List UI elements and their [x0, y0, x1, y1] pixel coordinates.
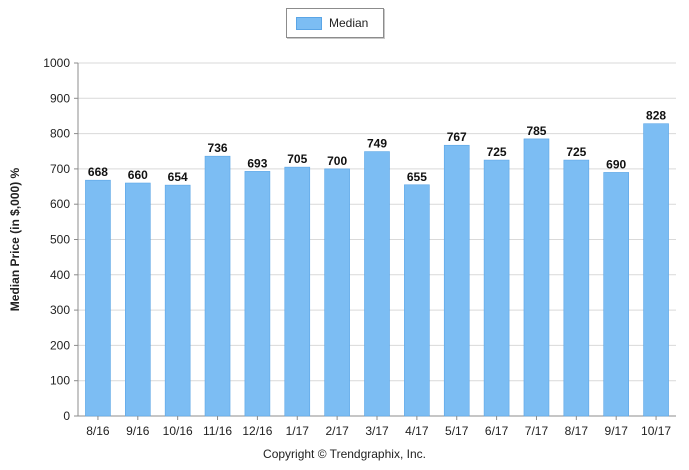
y-tick-label: 900	[50, 91, 70, 105]
bar	[483, 159, 510, 417]
y-tick-label: 400	[50, 268, 70, 282]
x-tick-label: 10/16	[163, 424, 193, 438]
y-tick-label: 500	[50, 233, 70, 247]
data-label: 736	[208, 141, 228, 155]
y-tick-label: 700	[50, 162, 70, 176]
copyright: Copyright © Trendgraphix, Inc.	[263, 447, 426, 461]
bar	[404, 184, 430, 417]
bar	[284, 166, 311, 417]
bar	[324, 168, 350, 417]
legend: Median	[286, 8, 384, 38]
y-tick-label: 100	[50, 374, 70, 388]
x-tick-label: 12/16	[242, 424, 272, 438]
bar	[85, 179, 111, 417]
bar-chart: 0 100 200 300 400 500 600 700 800 900 1000 Median P…	[8, 56, 676, 438]
bar	[164, 184, 191, 417]
x-tick-label: 4/17	[405, 424, 429, 438]
data-label: 700	[327, 154, 347, 168]
data-label: 749	[367, 137, 387, 151]
y-tick-label: 800	[50, 127, 70, 141]
bar	[364, 151, 390, 417]
data-label: 725	[566, 145, 586, 159]
data-label: 690	[606, 157, 626, 171]
legend-label: Median	[329, 16, 369, 30]
data-label: 705	[287, 152, 307, 166]
bar	[643, 123, 669, 417]
bar	[523, 138, 550, 417]
bar	[125, 182, 151, 417]
x-tick-label: 8/17	[565, 424, 589, 438]
x-tick-label: 3/17	[365, 424, 389, 438]
y-tick-label: 1000	[43, 56, 70, 70]
bar	[443, 144, 470, 417]
y-tick-label: 600	[50, 197, 70, 211]
y-tick-label: 300	[50, 303, 70, 317]
data-label: 828	[646, 109, 666, 123]
x-tick-label: 6/17	[485, 424, 509, 438]
x-tick-label: 9/16	[126, 424, 150, 438]
data-label: 725	[487, 145, 507, 159]
x-tick-label: 5/17	[445, 424, 469, 438]
x-tick-label: 11/16	[203, 424, 232, 438]
data-label: 660	[128, 168, 148, 182]
x-tick-label: 2/17	[325, 424, 349, 438]
y-axis-label: Median Price (in $,000) %	[8, 167, 22, 311]
y-tick-label: 0	[63, 409, 70, 423]
data-label: 655	[407, 170, 427, 184]
x-tick-label: 10/17	[641, 424, 671, 438]
data-label: 654	[168, 170, 188, 184]
x-tick-label: 7/17	[525, 424, 549, 438]
bar	[563, 159, 590, 417]
x-tick-label: 8/16	[86, 424, 110, 438]
data-label: 785	[526, 124, 546, 138]
data-label: 668	[88, 165, 108, 179]
x-tick-label: 1/17	[286, 424, 310, 438]
bar	[603, 172, 630, 417]
x-tick-label: 9/17	[605, 424, 629, 438]
data-label: 693	[247, 156, 267, 170]
legend-swatch	[296, 17, 322, 30]
y-tick-label: 200	[50, 338, 70, 352]
bar	[244, 171, 271, 417]
bar	[204, 155, 231, 417]
data-label: 767	[447, 130, 467, 144]
